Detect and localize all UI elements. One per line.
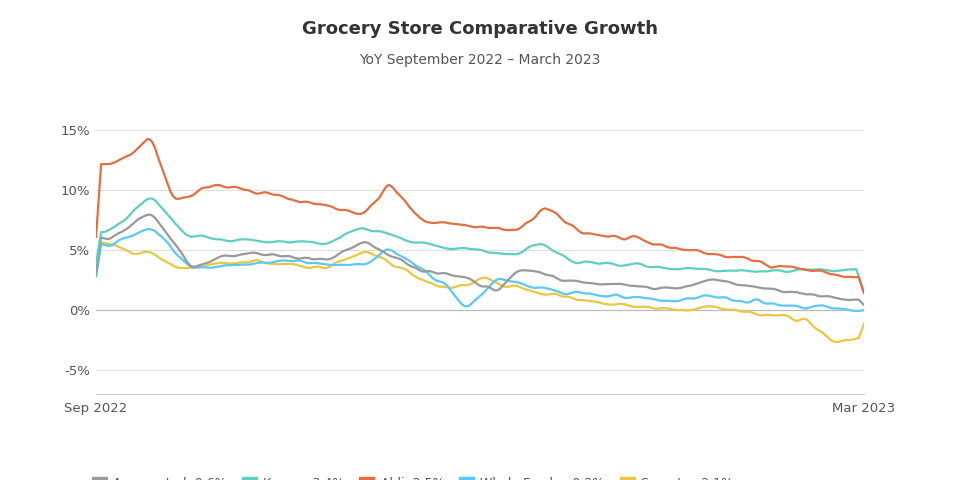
Legend: Aggregated: 0.6%, Kroger: 3.4%, Aldi: 2.5%, Whole Foods: -0.2%, Sprouts: -2.1%: Aggregated: 0.6%, Kroger: 3.4%, Aldi: 2.…	[87, 472, 738, 480]
Text: YoY September 2022 – March 2023: YoY September 2022 – March 2023	[359, 53, 601, 67]
Text: Grocery Store Comparative Growth: Grocery Store Comparative Growth	[302, 20, 658, 38]
